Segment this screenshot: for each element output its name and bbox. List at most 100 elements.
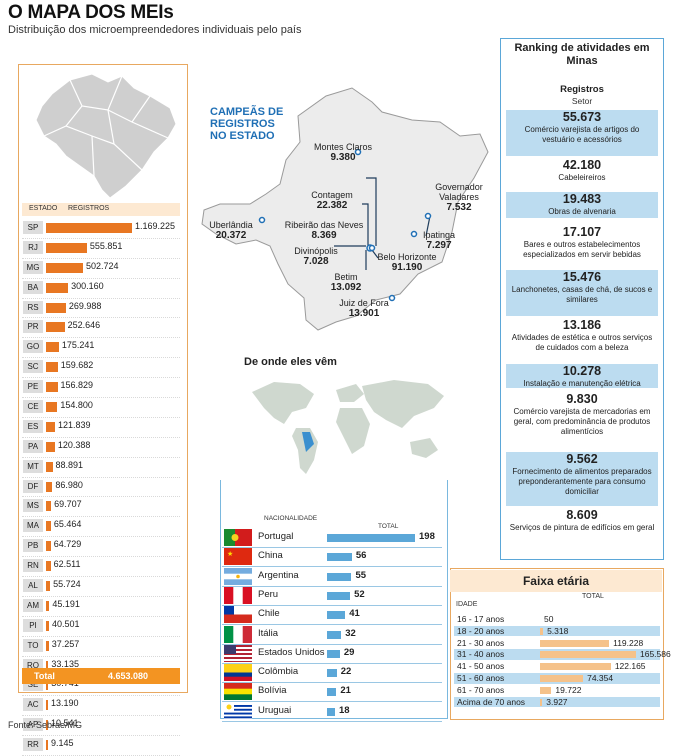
nationality-name: Itália bbox=[258, 628, 278, 639]
age-value: 19.722 bbox=[555, 685, 581, 695]
state-bar bbox=[46, 243, 87, 253]
state-bar bbox=[46, 621, 49, 631]
age-row: 18 - 20 anos 5.318 bbox=[454, 626, 660, 637]
age-bar bbox=[540, 651, 636, 658]
uruguay-flag bbox=[224, 703, 252, 720]
state-row: AM 45.191 bbox=[22, 597, 180, 617]
state-bar bbox=[46, 740, 48, 750]
nationality-value: 22 bbox=[341, 666, 352, 677]
mg-title-line-2: REGISTROS bbox=[210, 118, 300, 130]
age-col-total: TOTAL bbox=[582, 593, 604, 600]
age-value: 5.318 bbox=[547, 626, 568, 636]
brazil-map-icon bbox=[22, 66, 182, 200]
ranking-col-records: Registros bbox=[500, 84, 664, 95]
city-name: Governador Valadares bbox=[428, 182, 490, 202]
nat-col-name: NACIONALIDADE bbox=[264, 515, 317, 522]
state-value: 13.190 bbox=[51, 698, 79, 708]
state-value: 45.191 bbox=[52, 599, 80, 609]
state-code: AM bbox=[23, 599, 43, 612]
age-range: 61 - 70 anos bbox=[457, 685, 504, 695]
ranking-title: Ranking de atividades em Minas bbox=[500, 42, 664, 68]
age-value: 50 bbox=[544, 614, 553, 624]
ranking-value: 15.476 bbox=[506, 270, 658, 285]
state-value: 555.851 bbox=[90, 241, 123, 251]
ranking-value: 42.180 bbox=[506, 158, 658, 173]
age-bar bbox=[540, 640, 609, 647]
state-bar bbox=[46, 561, 51, 571]
state-total-row: Total 4.653.080 bbox=[22, 668, 180, 684]
chile-flag bbox=[224, 606, 252, 623]
mg-map-title: CAMPEÃS DE REGISTROS NO ESTADO bbox=[210, 106, 300, 142]
argentina-flag bbox=[224, 568, 252, 585]
nationality-name: Estados Unidos bbox=[258, 647, 325, 658]
italy-flag bbox=[224, 626, 252, 643]
nationality-bar bbox=[327, 708, 335, 716]
ranking-sector: Bares e outros estabelecimentos especial… bbox=[506, 240, 658, 260]
page-subtitle: Distribuição dos microempreendedores ind… bbox=[8, 24, 302, 36]
city-name: Ribeirão das Neves bbox=[282, 220, 366, 230]
city-value: 13.901 bbox=[349, 308, 380, 319]
age-value: 74.354 bbox=[587, 673, 613, 683]
ranking-sector: Obras de alvenaria bbox=[506, 207, 658, 217]
state-value: 9.145 bbox=[51, 738, 74, 748]
state-value: 156.829 bbox=[61, 380, 94, 390]
state-bar bbox=[46, 601, 49, 611]
state-code: PB bbox=[23, 539, 43, 552]
age-range: 18 - 20 anos bbox=[457, 626, 504, 636]
nationality-name: Argentina bbox=[258, 570, 299, 581]
ranking-value: 9.562 bbox=[506, 452, 658, 467]
age-bar bbox=[540, 628, 543, 635]
portugal-flag bbox=[224, 529, 252, 546]
city-name: Contagem bbox=[308, 190, 356, 200]
age-value: 122.165 bbox=[615, 661, 646, 671]
col-records: REGISTROS bbox=[68, 205, 109, 212]
state-code: RJ bbox=[23, 241, 43, 254]
total-value: 4.653.080 bbox=[108, 671, 148, 681]
svg-text:★: ★ bbox=[227, 550, 233, 558]
nationality-bar bbox=[327, 534, 415, 542]
state-code: MS bbox=[23, 499, 43, 512]
page-title: O MAPA DOS MEIs bbox=[8, 2, 173, 24]
bolivia-flag bbox=[224, 683, 252, 700]
state-bar bbox=[46, 342, 59, 352]
source-note: Fonte: Sebrae/MG bbox=[8, 720, 82, 730]
nationality-bar bbox=[327, 592, 350, 600]
state-code: ES bbox=[23, 420, 43, 433]
state-code: MG bbox=[23, 261, 43, 274]
ranking-sector: Fornecimento de alimentos preparados pre… bbox=[506, 467, 658, 497]
state-bar bbox=[46, 322, 65, 332]
age-range: 31 - 40 anos bbox=[457, 649, 504, 659]
state-value: 300.160 bbox=[71, 281, 104, 291]
state-code: TO bbox=[23, 639, 43, 652]
state-value: 159.682 bbox=[61, 360, 94, 370]
ranking-value: 9.830 bbox=[506, 392, 658, 407]
ranking-col-sector: Setor bbox=[500, 96, 664, 106]
nationality-bar bbox=[327, 553, 352, 561]
state-row: RJ 555.851 bbox=[22, 239, 180, 259]
state-code: CE bbox=[23, 400, 43, 413]
ranking-value: 55.673 bbox=[506, 110, 658, 125]
state-code: AC bbox=[23, 698, 43, 711]
state-bar bbox=[46, 422, 55, 432]
